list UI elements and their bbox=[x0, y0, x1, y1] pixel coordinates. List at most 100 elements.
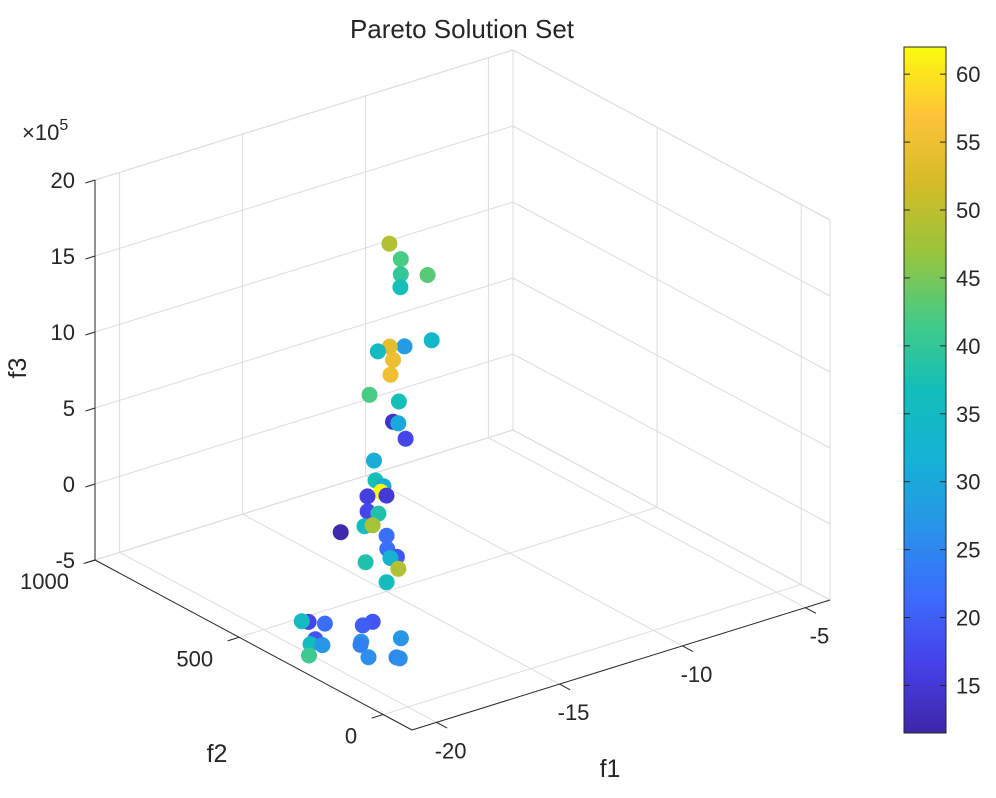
data-point bbox=[396, 338, 413, 355]
data-point bbox=[316, 615, 333, 632]
z-tick-label: 0 bbox=[63, 472, 75, 497]
z-tick-mark bbox=[85, 559, 96, 564]
colorbar-tick-label: 25 bbox=[956, 538, 980, 563]
z-tick-mark bbox=[85, 331, 96, 336]
data-point bbox=[366, 452, 382, 469]
data-point bbox=[360, 649, 377, 666]
colorbar-gradient bbox=[903, 46, 947, 734]
x-tick-mark bbox=[436, 721, 448, 729]
x-axis-label: f1 bbox=[600, 755, 621, 783]
colorbar-tick-label: 60 bbox=[956, 62, 980, 87]
x-tick-mark bbox=[682, 645, 694, 652]
data-point bbox=[419, 267, 436, 283]
y-axis-label: f2 bbox=[207, 740, 228, 768]
box-edge bbox=[94, 49, 514, 181]
x-tick-label: -15 bbox=[558, 700, 590, 725]
data-point bbox=[361, 386, 378, 403]
x-tick-label: -5 bbox=[810, 624, 830, 649]
data-point bbox=[293, 613, 310, 630]
grid-line-y-floor bbox=[383, 584, 802, 716]
colorbar-tick-label: 20 bbox=[956, 606, 980, 631]
grid-line-z-side bbox=[512, 277, 831, 449]
x-tick-label: -20 bbox=[435, 738, 467, 763]
grid-line-z-back bbox=[94, 277, 514, 409]
data-point bbox=[378, 527, 395, 544]
data-point bbox=[390, 393, 407, 410]
plot-grid bbox=[94, 49, 831, 723]
plot-axes bbox=[83, 179, 831, 731]
data-point bbox=[381, 235, 398, 252]
data-point bbox=[390, 560, 407, 577]
z-tick-mark bbox=[85, 255, 96, 260]
y-tick-label: 0 bbox=[345, 724, 357, 749]
box-edge bbox=[512, 49, 831, 221]
colorbar-tick-label: 50 bbox=[956, 198, 980, 223]
y-tick-label: 500 bbox=[176, 646, 213, 671]
z-tick-label: 5 bbox=[63, 396, 75, 421]
grid-line-z-back bbox=[94, 353, 514, 485]
grid-line-z-side bbox=[512, 353, 831, 525]
data-point bbox=[354, 617, 371, 634]
grid-line-z-back bbox=[94, 201, 514, 333]
y-axis-line bbox=[94, 559, 413, 731]
x-tick-mark bbox=[559, 683, 571, 691]
z-tick-label: -5 bbox=[55, 548, 75, 573]
grid-line-x-floor bbox=[242, 513, 560, 685]
data-point bbox=[397, 430, 414, 447]
z-tick-label: 10 bbox=[51, 320, 75, 345]
y-tick-mark bbox=[371, 714, 384, 719]
svg-text:×105: ×105 bbox=[22, 117, 68, 145]
grid-line-x-floor bbox=[488, 437, 806, 609]
colorbar-tick-label: 55 bbox=[956, 130, 980, 155]
grid-line-x-floor bbox=[119, 551, 437, 723]
x-axis-line bbox=[411, 599, 831, 731]
colorbar-tick-label: 45 bbox=[956, 266, 980, 291]
data-point bbox=[357, 554, 374, 571]
data-point bbox=[378, 574, 395, 591]
data-point bbox=[392, 251, 409, 268]
data-point bbox=[392, 630, 409, 647]
chart-title: Pareto Solution Set bbox=[350, 14, 575, 44]
box-edge bbox=[512, 429, 831, 601]
z-axis-label: f3 bbox=[4, 358, 32, 379]
y-tick-label: 1000 bbox=[20, 569, 69, 594]
x-tick-mark bbox=[805, 607, 817, 614]
scatter-points bbox=[293, 235, 440, 667]
z-exponent-label: ×105 bbox=[22, 117, 68, 145]
z-tick-mark bbox=[85, 407, 96, 412]
data-point bbox=[369, 343, 386, 360]
data-point bbox=[391, 650, 408, 667]
grid-line-z-side bbox=[512, 125, 831, 297]
z-tick-mark bbox=[85, 179, 96, 184]
colorbar-tick-label: 40 bbox=[956, 334, 980, 359]
data-point bbox=[352, 636, 369, 653]
data-point bbox=[382, 366, 399, 383]
data-point bbox=[392, 279, 409, 296]
z-tick-label: 20 bbox=[51, 168, 75, 193]
data-point bbox=[314, 637, 331, 654]
grid-line-z-side bbox=[512, 201, 831, 373]
z-exponent-base: ×10 bbox=[22, 120, 59, 145]
colorbar-ticks: 15 20 25 30 35 40 45 50 55 60 bbox=[904, 62, 980, 698]
data-point bbox=[301, 647, 317, 664]
data-point bbox=[359, 488, 376, 505]
z-tick-label: 15 bbox=[51, 244, 75, 269]
y-tick-mark bbox=[227, 636, 240, 642]
data-point bbox=[392, 266, 409, 283]
x-tick-label: -10 bbox=[681, 662, 713, 687]
grid-line-x-floor bbox=[365, 475, 683, 647]
colorbar-tick-label: 15 bbox=[956, 673, 980, 698]
data-point bbox=[378, 487, 395, 504]
z-tick-mark bbox=[85, 483, 96, 488]
z-exponent-power: 5 bbox=[59, 117, 68, 134]
data-point bbox=[423, 332, 440, 349]
colorbar-tick-label: 30 bbox=[956, 470, 980, 495]
data-point bbox=[390, 415, 407, 432]
data-point bbox=[332, 524, 349, 541]
data-point bbox=[385, 352, 402, 368]
colorbar: 15 20 25 30 35 40 45 50 55 60 bbox=[903, 46, 980, 734]
data-point bbox=[364, 517, 381, 534]
colorbar-tick-label: 35 bbox=[956, 402, 980, 427]
